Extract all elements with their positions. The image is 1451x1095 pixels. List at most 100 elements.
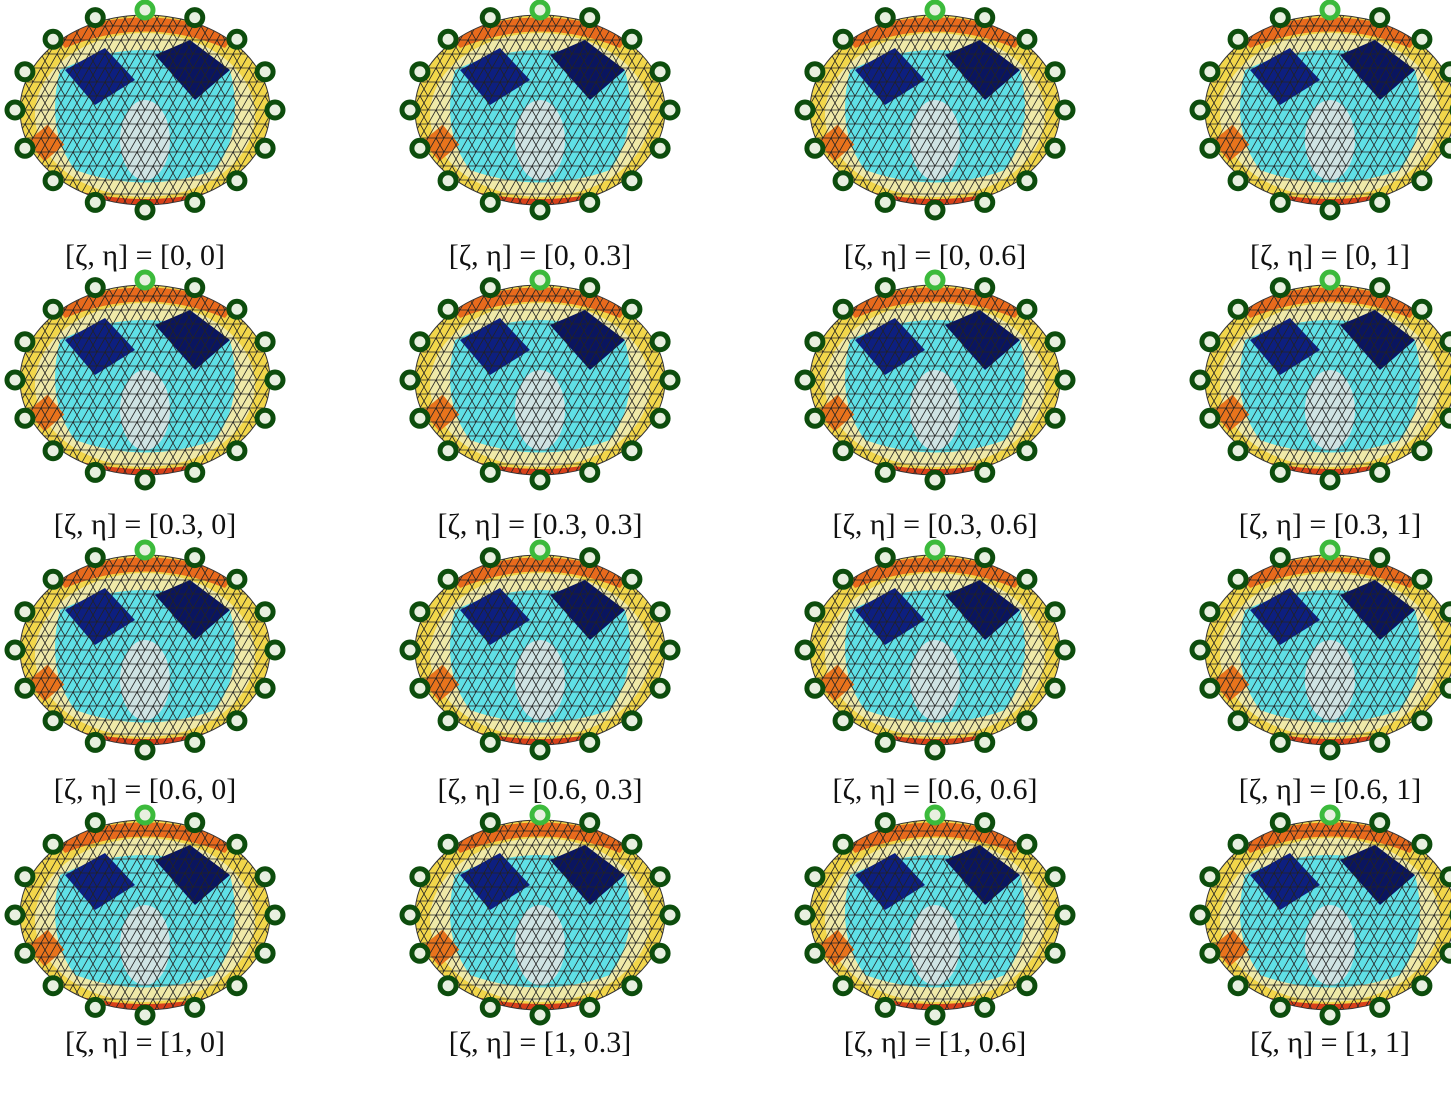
electrode [45,173,61,189]
electrode [402,907,418,923]
electrode [257,604,273,620]
electrode [927,272,943,288]
electrode [807,140,823,156]
electrode [532,807,548,823]
electrode [1047,140,1063,156]
electrode [87,815,103,831]
electrode [1272,999,1288,1015]
electrode [7,102,23,118]
panel-caption: [ζ, η] = [0, 1] [1250,239,1410,272]
electrode [1057,102,1073,118]
electrode [977,734,993,750]
reconstruction-panel [1192,807,1451,1023]
electrode [652,64,668,80]
electrode [17,945,33,961]
panel-caption: [ζ, η] = [0.6, 1] [1239,773,1422,806]
electrode [797,372,813,388]
electrode [87,464,103,480]
electrode [267,102,283,118]
electrode [1192,642,1208,658]
electrode [1202,64,1218,80]
electrode [624,443,640,459]
electrode [257,410,273,426]
electrode [532,2,548,18]
electrode [877,550,893,566]
electrode [187,194,203,210]
electrode [482,464,498,480]
electrode [532,202,548,218]
panel-caption: [ζ, η] = [0.3, 1] [1239,508,1422,541]
electrode [482,550,498,566]
electrode [229,31,245,47]
electrode [582,10,598,26]
electrode [187,280,203,296]
electrode [927,1007,943,1023]
electrode [532,542,548,558]
panel-caption: [ζ, η] = [0.3, 0] [54,508,237,541]
electrode [877,464,893,480]
panel-caption: [ζ, η] = [0.6, 0] [54,773,237,806]
electrode [877,194,893,210]
electrode [1322,742,1338,758]
electrode [45,443,61,459]
electrode [977,550,993,566]
electrode [482,734,498,750]
electrode [835,173,851,189]
electrode [1202,869,1218,885]
electrode [1192,907,1208,923]
electrode [7,372,23,388]
electrode [1192,102,1208,118]
electrode [1057,907,1073,923]
electrode [440,571,456,587]
electrode [229,836,245,852]
electrode [1019,443,1035,459]
electrode [797,907,813,923]
electrode [87,734,103,750]
electrode [927,202,943,218]
electrode [797,102,813,118]
electrode [267,372,283,388]
electrode [412,410,428,426]
electrode [877,999,893,1015]
electrode [257,140,273,156]
reconstruction-panel [1192,2,1451,218]
electrode [927,472,943,488]
electrode [1202,604,1218,620]
electrode [412,64,428,80]
electrode [1442,410,1451,426]
electrode [1414,978,1430,994]
electrode [440,713,456,729]
electrode [835,301,851,317]
electrode [440,443,456,459]
electrode [835,836,851,852]
panel-caption: [ζ, η] = [1, 1] [1250,1026,1410,1059]
electrode [1272,280,1288,296]
electrode [1019,31,1035,47]
electrode [977,999,993,1015]
electrode [440,836,456,852]
electrode [877,280,893,296]
electrode [482,999,498,1015]
electrode [45,31,61,47]
electrode [17,410,33,426]
electrode [187,550,203,566]
electrode [440,301,456,317]
electrode [412,334,428,350]
electrode [412,140,428,156]
electrode [1192,372,1208,388]
electrode [1019,978,1035,994]
reconstruction-panel [797,2,1073,218]
panel-caption: [ζ, η] = [0, 0] [65,239,225,272]
electrode [1372,194,1388,210]
electrode [835,713,851,729]
electrode [412,604,428,620]
electrode [402,102,418,118]
electrode [1442,945,1451,961]
electrode [1372,999,1388,1015]
panel-caption: [ζ, η] = [1, 0.3] [449,1026,632,1059]
electrode [87,194,103,210]
electrode [137,272,153,288]
electrode [877,734,893,750]
electrode [402,642,418,658]
reconstruction-panel [7,807,283,1023]
